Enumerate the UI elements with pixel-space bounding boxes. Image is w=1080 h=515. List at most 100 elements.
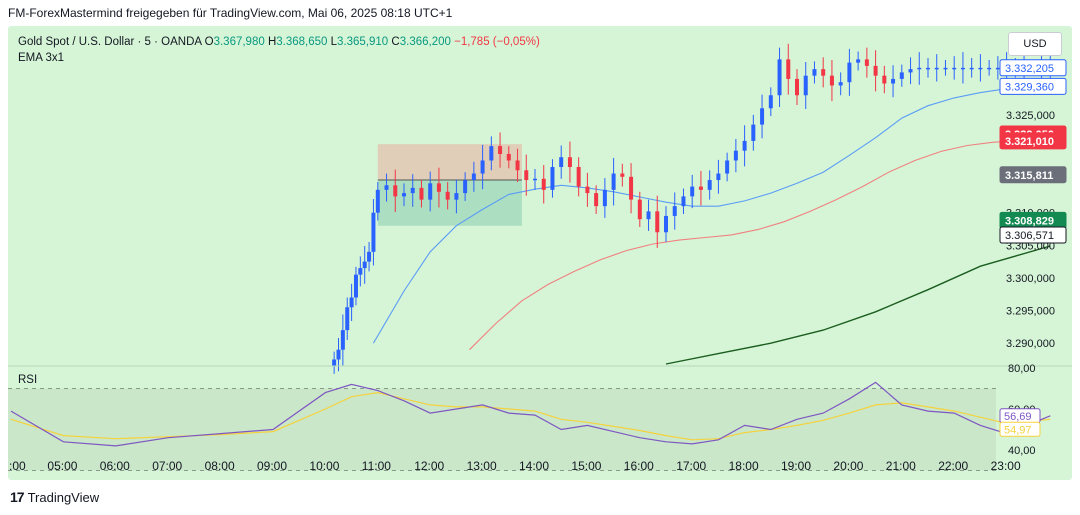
candle <box>594 193 599 207</box>
x-tick-label: 23:00 <box>991 459 1021 473</box>
symbol-label[interactable]: Gold Spot / U.S. Dollar · 5 · OANDA <box>18 36 202 48</box>
candle <box>995 67 1000 70</box>
candle <box>777 59 782 96</box>
candle <box>559 157 564 168</box>
rsi-tick-label: 80,00 <box>1008 363 1036 375</box>
candle <box>629 176 634 200</box>
x-tick-label: 13:00 <box>467 459 497 473</box>
x-tick-label: 18:00 <box>729 459 759 473</box>
price-label: 3.321,010 <box>1005 136 1054 148</box>
candle <box>987 67 992 70</box>
candle <box>428 183 433 200</box>
x-tick-label: 10:00 <box>309 459 339 473</box>
candle <box>567 157 572 168</box>
ema-fast-line <box>372 85 1051 344</box>
candle <box>952 67 957 70</box>
candle <box>498 146 503 154</box>
candle <box>795 78 799 96</box>
candle <box>926 67 930 70</box>
footer-brand[interactable]: 17 TradingView <box>10 489 99 505</box>
y-tick-label: 3.300,000 <box>1006 273 1055 285</box>
x-tick-label: 19:00 <box>781 459 811 473</box>
price-label-box <box>999 59 1067 77</box>
candle <box>707 180 712 190</box>
x-tick-label: 20:00 <box>833 459 863 473</box>
candle <box>891 78 896 84</box>
candle <box>943 67 948 70</box>
candle <box>873 65 878 76</box>
price-label: 3.329,360 <box>1005 81 1054 93</box>
candle <box>829 75 834 86</box>
candle <box>393 185 398 197</box>
price-label-box <box>999 77 1067 95</box>
x-tick-label: 09:00 <box>257 459 287 473</box>
low-label: L <box>330 36 338 48</box>
candle <box>340 330 345 350</box>
candle <box>419 187 424 200</box>
candle <box>585 186 590 194</box>
candle <box>899 72 904 79</box>
price-chart-svg[interactable]: 3.325,0003.310,0003.305,0003.300,0003.29… <box>8 26 1072 480</box>
rsi-label[interactable]: RSI <box>18 374 38 386</box>
price-label-box <box>999 132 1067 150</box>
y-tick-label: 3.325,000 <box>1006 110 1055 122</box>
candle <box>637 199 642 220</box>
candle <box>358 268 363 275</box>
candle <box>367 251 372 262</box>
candle <box>332 359 337 366</box>
candle <box>353 274 358 298</box>
candle <box>384 185 389 190</box>
candle <box>864 59 869 66</box>
candle <box>541 178 546 190</box>
candle <box>978 67 983 70</box>
candle <box>908 69 913 73</box>
x-tick-label: 06:00 <box>100 459 130 473</box>
candle <box>620 173 625 177</box>
candle <box>336 349 341 360</box>
x-tick-label: 14:00 <box>519 459 549 473</box>
candle <box>768 95 773 109</box>
candle <box>611 173 616 190</box>
x-tick-label: 08:00 <box>205 459 235 473</box>
currency-button[interactable]: USD <box>1008 32 1062 56</box>
candle <box>733 150 738 161</box>
candle <box>410 187 415 194</box>
candle <box>969 67 974 70</box>
candle <box>725 160 730 174</box>
candle <box>489 146 494 161</box>
x-tick-label: 12:00 <box>414 459 444 473</box>
open-value: 3.367,980 <box>213 36 265 48</box>
candle <box>847 62 852 83</box>
chart-area[interactable]: 3.325,0003.310,0003.305,0003.300,0003.29… <box>8 26 1072 480</box>
candle <box>690 186 695 197</box>
candle <box>803 75 808 96</box>
candle <box>506 153 511 161</box>
x-tick-label: 07:00 <box>152 459 182 473</box>
candle <box>917 67 922 70</box>
high-label: H <box>267 36 277 48</box>
candle <box>402 193 406 197</box>
candle <box>371 212 376 252</box>
rsi-line <box>10 381 1051 447</box>
stop-zone-0 <box>377 144 522 181</box>
candle <box>362 261 367 269</box>
indicator-label[interactable]: EMA 3x1 <box>18 52 65 64</box>
footer-brand-text: TradingView <box>27 489 100 505</box>
ema-slow-line <box>665 245 1051 365</box>
x-tick-label: 21:00 <box>886 459 916 473</box>
close-label: C <box>391 36 400 48</box>
legend: Gold Spot / U.S. Dollar · 5 · OANDA O3.3… <box>18 34 540 66</box>
x-tick-label: 11:00 <box>362 459 391 473</box>
open-label: O <box>204 36 214 48</box>
candle <box>349 297 354 308</box>
low-value: 3.365,910 <box>337 36 389 48</box>
price-label: 3.332,205 <box>1005 63 1054 75</box>
x-tick-label: 17:00 <box>676 459 706 473</box>
candle <box>454 193 459 200</box>
candle <box>463 180 468 194</box>
candle <box>602 189 607 207</box>
candle <box>375 189 380 213</box>
x-tick-label: 15:00 <box>571 459 601 473</box>
candle <box>882 75 887 84</box>
rsi-tick-label: 40,00 <box>1008 445 1036 457</box>
